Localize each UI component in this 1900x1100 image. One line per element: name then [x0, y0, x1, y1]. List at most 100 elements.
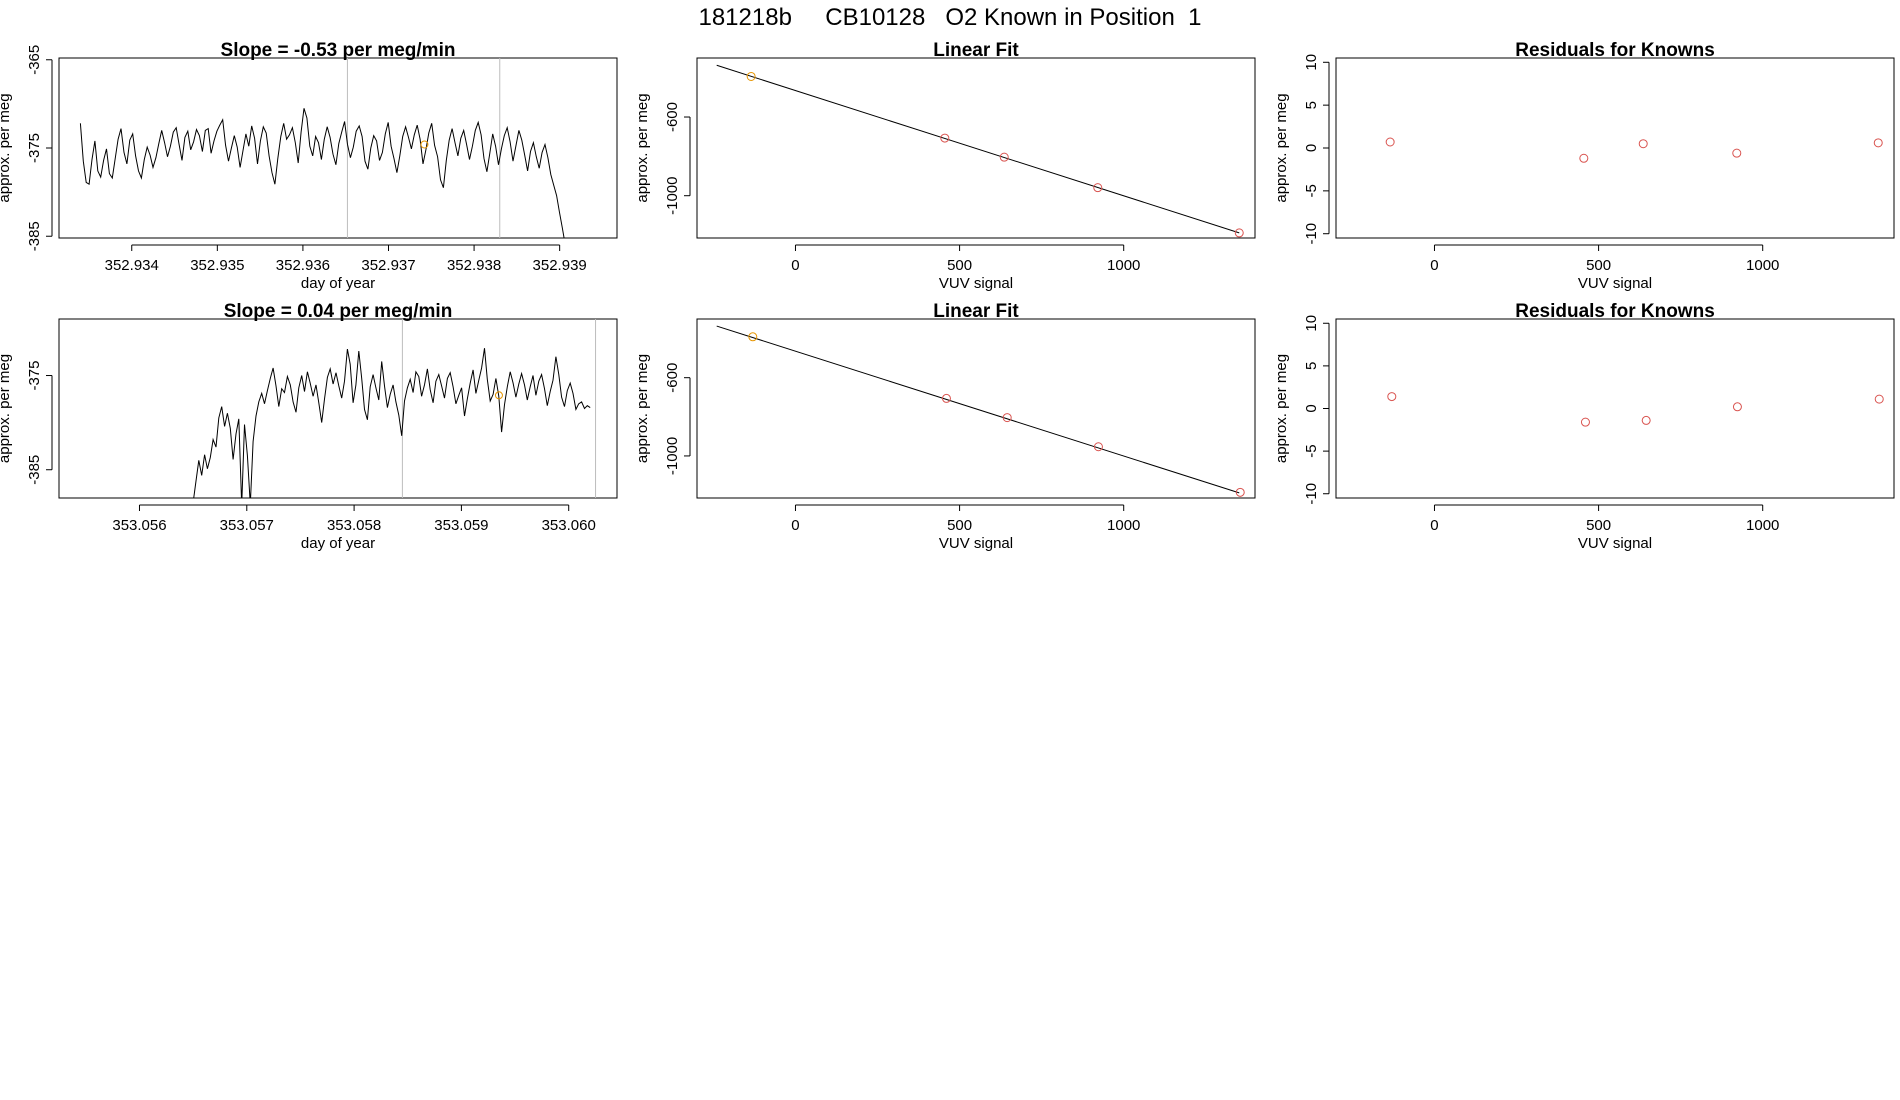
x-tick-label: 353.057	[220, 517, 274, 534]
chart-panel-row1-linearfit: Linear Fit 0 500 1000 VUV signal -1000 -600 app…	[634, 40, 1256, 292]
x-tick-label: 500	[1586, 517, 1611, 534]
x-tick-label: 0	[791, 517, 799, 534]
x-axis-label: day of year	[301, 535, 375, 552]
x-tick-label: 0	[1430, 257, 1438, 274]
data-point	[1732, 148, 1742, 158]
chart-panel-row2-residuals: Residuals for Knowns 0 500 1000 VUV signal -1…	[1273, 301, 1895, 552]
sample-marker	[420, 140, 429, 149]
plot-frame	[696, 318, 1256, 499]
y-axis-label: approx. per meg	[634, 354, 651, 463]
figure-title: 181218b CB10128 O2 Known in Position 1	[698, 4, 1202, 31]
data-point	[1387, 392, 1397, 402]
x-tick-label: 353.058	[327, 517, 381, 534]
x-tick-label: 1000	[1107, 517, 1140, 534]
x-tick-label: 500	[947, 517, 972, 534]
y-tick-label: -5	[1303, 444, 1320, 457]
y-tick-label: -600	[664, 363, 681, 393]
plot-content	[1385, 137, 1883, 163]
data-point	[1732, 402, 1742, 412]
x-tick-label: 352.934	[105, 257, 159, 274]
panel-title: Linear Fit	[933, 40, 1019, 61]
data-point	[1641, 415, 1651, 425]
x-tick-label: 0	[791, 257, 799, 274]
data-point	[1234, 228, 1244, 238]
plot-content	[716, 64, 1244, 238]
y-axis-label: approx. per meg	[0, 354, 13, 463]
data-point	[1093, 442, 1103, 452]
series-line	[79, 108, 565, 238]
x-axis-label: VUV signal	[1578, 535, 1652, 552]
x-axis-label: VUV signal	[1578, 275, 1652, 292]
y-tick-label: 5	[1303, 101, 1320, 109]
x-axis-label: VUV signal	[939, 275, 1013, 292]
y-axis-label: approx. per meg	[634, 93, 651, 202]
data-point	[1874, 394, 1884, 404]
panel-title: Slope = 0.04 per meg/min	[224, 301, 453, 322]
panel-title: Residuals for Knowns	[1515, 301, 1715, 322]
panel-title: Residuals for Knowns	[1515, 40, 1715, 61]
y-tick-label: -5	[1303, 184, 1320, 197]
y-tick-label: -365	[26, 45, 43, 75]
x-tick-label: 352.935	[190, 257, 244, 274]
y-tick-label: -10	[1303, 483, 1320, 505]
y-tick-label: -375	[26, 361, 43, 391]
y-tick-label: 0	[1303, 404, 1320, 412]
x-tick-label: 352.937	[361, 257, 415, 274]
plot-frame	[696, 57, 1256, 239]
y-tick-label: 10	[1303, 315, 1320, 332]
chart-panel-row2-linearfit: Linear Fit 0 500 1000 VUV signal -1000 -600 app…	[634, 301, 1256, 552]
y-axis-label: approx. per meg	[1273, 354, 1290, 463]
chart-panel-row1-residuals: Residuals for Knowns 0 500 1000 VUV signal -1…	[1273, 40, 1895, 292]
plot-content	[1387, 392, 1884, 427]
y-tick-label: -1000	[664, 177, 681, 215]
y-tick-label: 5	[1303, 362, 1320, 370]
x-axis-label: day of year	[301, 275, 375, 292]
data-point	[999, 152, 1009, 162]
panel-title: Slope = -0.53 per meg/min	[221, 40, 456, 61]
plot-frame	[1335, 57, 1895, 239]
x-axis-label: VUV signal	[939, 535, 1013, 552]
plot-frame	[1335, 318, 1895, 499]
x-tick-label: 352.938	[447, 257, 501, 274]
x-tick-label: 1000	[1746, 517, 1779, 534]
y-tick-label: 0	[1303, 144, 1320, 152]
data-point	[941, 393, 951, 403]
y-tick-label: -385	[26, 455, 43, 485]
highlighted-data-point	[748, 332, 758, 342]
data-point	[1873, 138, 1883, 148]
x-tick-label: 0	[1430, 517, 1438, 534]
y-axis-label: approx. per meg	[1273, 93, 1290, 202]
data-point	[1638, 139, 1648, 149]
y-axis-label: approx. per meg	[0, 93, 13, 202]
plot-content	[79, 58, 565, 238]
x-tick-label: 353.059	[434, 517, 488, 534]
y-tick-label: -600	[664, 102, 681, 132]
data-point	[1093, 183, 1103, 193]
series-line	[193, 348, 591, 498]
y-tick-label: -375	[26, 133, 43, 163]
chart-panel-row1-timeseries: Slope = -0.53 per meg/min 352.934 352.935 3…	[0, 40, 618, 292]
x-tick-label: 1000	[1746, 257, 1779, 274]
y-tick-label: -1000	[664, 437, 681, 475]
data-point	[1580, 417, 1590, 427]
highlighted-data-point	[746, 71, 756, 81]
data-point	[940, 133, 950, 143]
x-tick-label: 500	[947, 257, 972, 274]
plot-content	[716, 325, 1245, 497]
y-tick-label: 10	[1303, 54, 1320, 71]
sample-marker	[494, 391, 503, 400]
panel-title: Linear Fit	[933, 301, 1019, 322]
fit-line	[716, 64, 1240, 234]
y-tick-label: -385	[26, 221, 43, 251]
x-tick-label: 353.060	[542, 517, 596, 534]
x-tick-label: 353.056	[112, 517, 166, 534]
x-tick-label: 352.936	[276, 257, 330, 274]
y-tick-label: -10	[1303, 223, 1320, 245]
data-point	[1002, 413, 1012, 423]
x-tick-label: 352.939	[533, 257, 587, 274]
plot-frame	[58, 318, 618, 499]
plot-content	[193, 319, 597, 498]
data-point	[1579, 153, 1589, 163]
x-tick-label: 500	[1586, 257, 1611, 274]
